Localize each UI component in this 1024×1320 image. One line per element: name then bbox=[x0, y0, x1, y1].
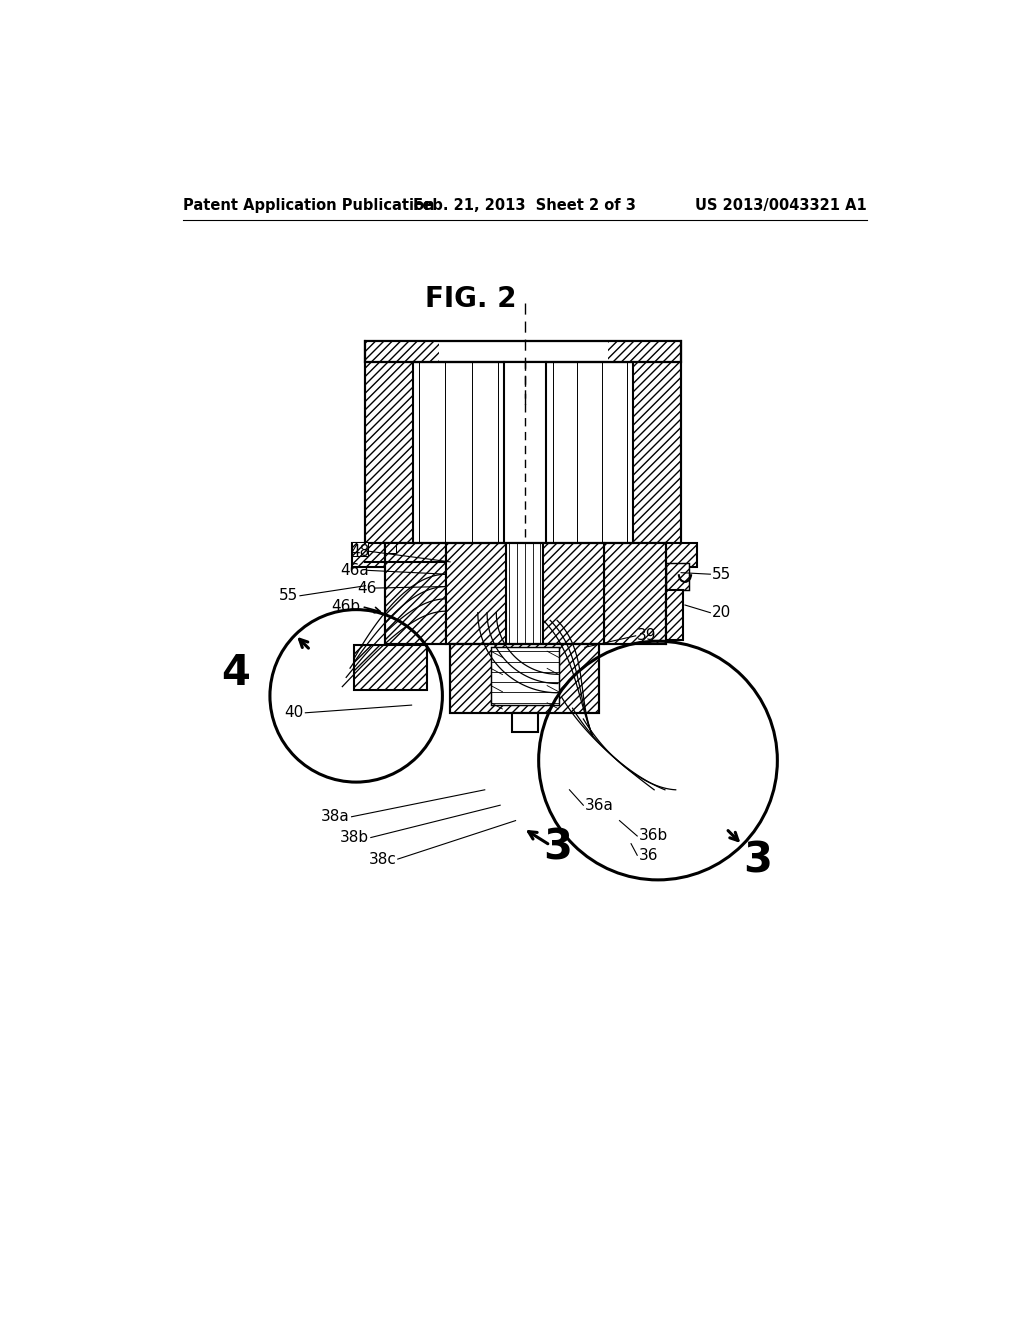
Bar bbox=[634, 363, 681, 544]
Bar bbox=[366, 341, 438, 363]
Bar bbox=[665, 544, 697, 566]
Bar bbox=[354, 645, 427, 689]
Bar bbox=[352, 544, 385, 566]
Bar bbox=[366, 341, 681, 363]
Text: 4: 4 bbox=[221, 652, 250, 694]
Text: FIG. 2: FIG. 2 bbox=[425, 285, 516, 313]
Text: 36: 36 bbox=[639, 847, 658, 863]
Text: Feb. 21, 2013  Sheet 2 of 3: Feb. 21, 2013 Sheet 2 of 3 bbox=[414, 198, 636, 214]
Bar bbox=[608, 341, 681, 363]
Text: 39: 39 bbox=[637, 628, 656, 643]
Bar bbox=[446, 544, 604, 644]
Bar bbox=[666, 564, 689, 590]
Bar bbox=[366, 341, 681, 363]
Text: 38a: 38a bbox=[322, 809, 350, 824]
Text: 46b: 46b bbox=[331, 599, 360, 614]
Bar bbox=[451, 644, 599, 713]
Bar bbox=[366, 363, 413, 544]
Text: 55: 55 bbox=[280, 589, 298, 603]
Text: 38c: 38c bbox=[369, 851, 396, 867]
Bar bbox=[504, 363, 547, 544]
Text: 38b: 38b bbox=[340, 830, 370, 845]
Text: 55: 55 bbox=[712, 566, 731, 582]
Text: 40: 40 bbox=[285, 705, 304, 721]
Text: 3: 3 bbox=[743, 840, 773, 882]
Text: 46: 46 bbox=[357, 581, 377, 595]
Bar bbox=[352, 543, 368, 556]
Text: US 2013/0043321 A1: US 2013/0043321 A1 bbox=[695, 198, 866, 214]
Bar bbox=[385, 544, 446, 644]
Text: 36b: 36b bbox=[639, 829, 668, 843]
Text: 46a: 46a bbox=[341, 562, 370, 578]
Text: Patent Application Publication: Patent Application Publication bbox=[183, 198, 434, 214]
Bar bbox=[366, 341, 681, 363]
Bar bbox=[506, 544, 544, 644]
Bar bbox=[666, 590, 683, 640]
Bar bbox=[490, 647, 559, 705]
Text: 48: 48 bbox=[350, 544, 370, 558]
Text: 20: 20 bbox=[712, 605, 731, 620]
Bar bbox=[451, 644, 599, 713]
Bar bbox=[512, 713, 538, 733]
Bar bbox=[604, 544, 666, 644]
Text: 3: 3 bbox=[544, 826, 572, 869]
Text: 36a: 36a bbox=[585, 797, 613, 813]
Bar bbox=[385, 544, 396, 553]
